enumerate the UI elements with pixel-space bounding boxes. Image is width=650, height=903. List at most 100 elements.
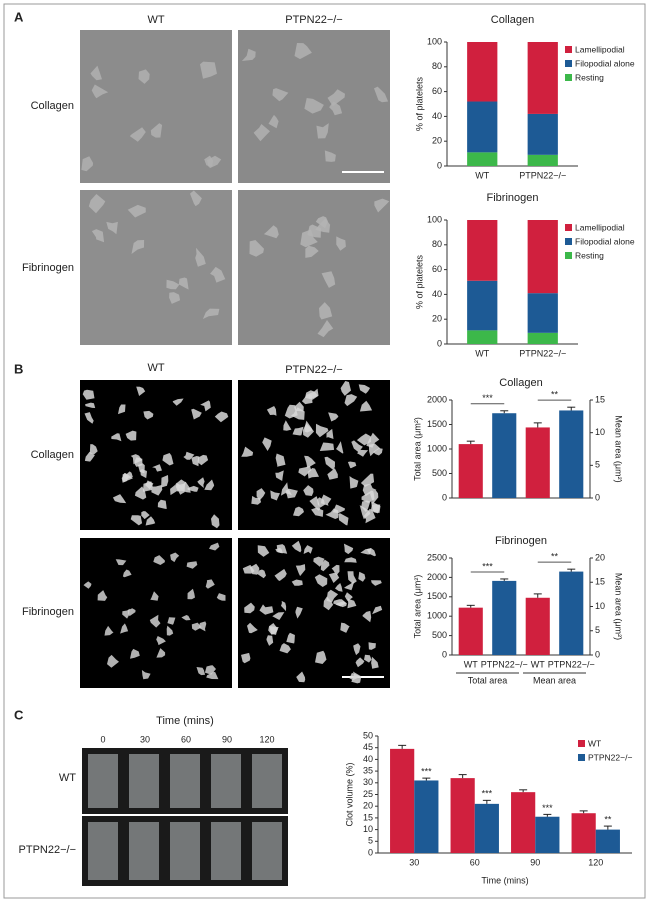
panel-title: Time (mins) [156, 715, 214, 727]
cell [357, 449, 369, 457]
legend-swatch [565, 224, 572, 231]
cell [263, 225, 279, 239]
bar [527, 154, 558, 166]
y-tick-label: 45 [363, 742, 373, 752]
y-tick-label: 25 [363, 789, 373, 799]
y-tick-label: 40 [432, 111, 442, 121]
y-tick-label: 100 [427, 36, 442, 46]
cell [294, 401, 304, 412]
column-label: PTPN22−/− [285, 14, 342, 26]
micrograph [80, 190, 232, 345]
tube [170, 822, 200, 880]
bar [527, 332, 558, 344]
time-label: 30 [140, 734, 150, 744]
legend-label: Filopodial alone [575, 58, 635, 68]
row-label: PTPN22−/− [19, 844, 76, 856]
cell [292, 426, 304, 436]
cell [320, 494, 332, 506]
cell [141, 670, 151, 680]
y-tick-label: 10 [363, 824, 373, 834]
y2-tick-label: 5 [595, 460, 600, 470]
cell [241, 652, 251, 664]
cell [91, 229, 105, 243]
y-axis-label: Total area (μm²) [412, 417, 422, 481]
cell [166, 279, 180, 290]
cell [347, 598, 357, 609]
panel-label: B [14, 361, 23, 376]
cell [206, 671, 219, 680]
cell [303, 545, 313, 554]
group-label: Mean area [533, 675, 576, 685]
y-tick-label: 500 [432, 468, 447, 478]
legend-swatch [565, 46, 572, 53]
cell [360, 473, 375, 487]
cell [374, 86, 389, 103]
y-tick-label: 30 [363, 777, 373, 787]
y2-tick-label: 0 [595, 492, 600, 502]
y2-tick-label: 15 [595, 577, 605, 587]
y-tick-label: 0 [442, 492, 447, 502]
cell [187, 485, 199, 492]
tube [129, 754, 159, 808]
cell [251, 495, 262, 505]
cell [186, 561, 198, 569]
y-tick-label: 0 [368, 847, 373, 857]
cell [266, 406, 277, 416]
cell [325, 508, 339, 519]
tube [129, 822, 159, 880]
chart-title: Fibrinogen [487, 192, 539, 204]
cell [371, 656, 379, 669]
cell [300, 229, 318, 248]
cell [366, 432, 380, 448]
tube [88, 822, 118, 880]
time-label: 60 [181, 734, 191, 744]
bar [527, 293, 558, 333]
bar [390, 748, 415, 853]
cell [355, 657, 365, 668]
bar [571, 813, 596, 853]
cell [295, 564, 306, 577]
cell [204, 665, 216, 675]
cell [340, 381, 351, 396]
cell [104, 625, 114, 636]
panel-label: C [14, 707, 24, 722]
cell [196, 667, 206, 676]
significance: *** [421, 766, 432, 776]
y-tick-label: 40 [363, 754, 373, 764]
x-tick-label: PTPN22−/− [481, 659, 528, 669]
cell [82, 389, 95, 400]
column-label: PTPN22−/− [285, 364, 342, 376]
cell [358, 571, 366, 582]
bar [458, 607, 483, 655]
cell [129, 127, 146, 142]
cell [156, 636, 166, 646]
y-axis-label: % of platelets [414, 76, 424, 131]
cell [216, 593, 226, 601]
micrograph [238, 190, 390, 345]
cell [241, 48, 256, 61]
time-label: 0 [100, 734, 105, 744]
y-tick-label: 1000 [427, 611, 447, 621]
y-tick-label: 500 [432, 630, 447, 640]
micrograph [80, 30, 232, 183]
cell [347, 461, 357, 469]
cell [210, 266, 226, 283]
cell [286, 632, 295, 644]
cell [197, 454, 209, 466]
legend-swatch [565, 74, 572, 81]
cell [178, 277, 189, 290]
cell [313, 556, 325, 567]
cell [343, 543, 354, 555]
cell [209, 542, 220, 551]
cell [145, 516, 156, 526]
y-tick-label: 1000 [427, 443, 447, 453]
cell [122, 608, 130, 619]
cell [372, 605, 383, 615]
y2-tick-label: 20 [595, 552, 605, 562]
chart-title: Collagen [499, 377, 542, 389]
cell [296, 671, 306, 683]
cell [195, 247, 206, 267]
cell [187, 588, 195, 600]
cell [344, 394, 358, 407]
y-tick-label: 100 [427, 214, 442, 224]
